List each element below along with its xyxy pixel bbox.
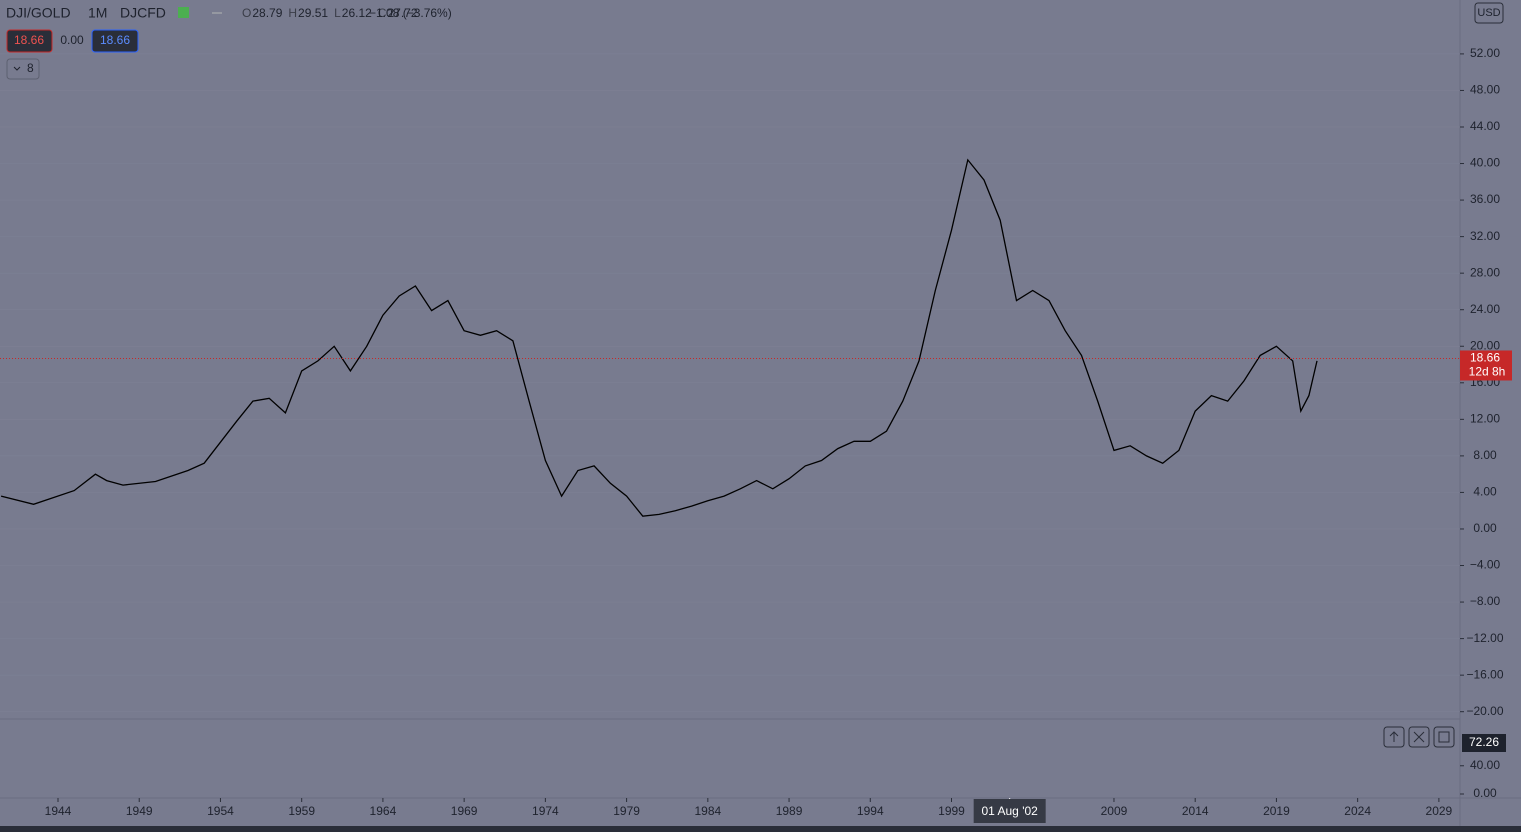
y-tick-label: 32.00: [1470, 229, 1500, 243]
x-tick-label: 1979: [613, 804, 640, 818]
ohlc-key: H: [288, 6, 297, 20]
x-tick-label: 2024: [1344, 804, 1371, 818]
y-tick-label: 4.00: [1473, 485, 1497, 499]
x-tick-label: 1969: [451, 804, 478, 818]
y-tick-label: 12.00: [1470, 412, 1500, 426]
countdown: 12d 8h: [1469, 365, 1506, 379]
ohlc: O 28.79 H 29.51 L 26.12 C 27.72: [242, 6, 418, 20]
indicators-toggle[interactable]: [6, 58, 40, 80]
x-tick-label: 1974: [532, 804, 559, 818]
x-tick-label: 2029: [1426, 804, 1453, 818]
y-tick-label: −16.00: [1466, 667, 1503, 681]
bid-box[interactable]: [6, 29, 53, 53]
y-tick-label: −8.00: [1470, 594, 1501, 608]
lower-last-label: 72.26: [1469, 735, 1499, 749]
price-line-series: [0, 158, 1318, 517]
ohlc-key: L: [334, 6, 341, 20]
y-tick-label: 36.00: [1470, 192, 1500, 206]
bid: 18.66: [14, 33, 44, 47]
symbol[interactable]: DJI/GOLD: [6, 5, 71, 21]
maximize-button[interactable]: [1433, 726, 1455, 748]
move-up-button[interactable]: [1383, 726, 1405, 748]
x-tick-label: 2009: [1101, 804, 1128, 818]
source: DJCFD: [120, 5, 166, 21]
y-tick-label: −20.00: [1466, 704, 1503, 718]
x-tick-label: 1999: [938, 804, 965, 818]
lower-y-tick-label: 40.00: [1470, 758, 1500, 772]
y-tick-label: 48.00: [1470, 83, 1500, 97]
icon: [1389, 731, 1399, 742]
flag[interactable]: [178, 7, 189, 18]
y-tick-label: 24.00: [1470, 302, 1500, 316]
y-tick-label: 0.00: [1473, 521, 1497, 535]
ohlc-value: 27.72: [387, 6, 417, 20]
x-tick-label: 1959: [288, 804, 315, 818]
y-tick-label: 52.00: [1470, 46, 1500, 60]
spread: 0.00: [60, 33, 84, 47]
change: −1.08 (−3.76%): [369, 6, 452, 20]
x-tick-label: 2014: [1182, 804, 1209, 818]
last-price-box: [1460, 350, 1512, 381]
ohlc-key: O: [242, 6, 251, 20]
close-button[interactable]: [1408, 726, 1430, 748]
y-tick-label: 20.00: [1470, 338, 1500, 352]
ohlc-value: 29.51: [298, 6, 328, 20]
ask-box[interactable]: [91, 29, 139, 53]
y-tick-label: −12.00: [1466, 631, 1503, 645]
x-tick-label: 1994: [857, 804, 884, 818]
ohlc-value: 26.12: [342, 6, 372, 20]
x-tick-label: 2019: [1263, 804, 1290, 818]
y-tick-label: 28.00: [1470, 265, 1500, 279]
y-tick-label: 44.00: [1470, 119, 1500, 133]
icon: [1438, 731, 1450, 743]
currency: USD: [1477, 7, 1500, 19]
x-tick-label: 1984: [694, 804, 721, 818]
x-tick-label: 1949: [126, 804, 153, 818]
lower-y-tick-label: 0.00: [1473, 786, 1497, 800]
y-tick-label: 8.00: [1473, 448, 1497, 462]
y-tick-label: −4.00: [1470, 558, 1501, 572]
last-price-label: 18.66: [1470, 351, 1500, 365]
x-tick-label: 1989: [776, 804, 803, 818]
pane-buttons: [1383, 726, 1455, 748]
y-tick-label: 40.00: [1470, 156, 1500, 170]
currency-box[interactable]: [1474, 2, 1504, 24]
icon: [1413, 731, 1425, 743]
ohlc-key: C: [378, 6, 387, 20]
ask: 18.66: [100, 33, 130, 47]
chevron: [13, 66, 21, 71]
x-tick-label: 1944: [45, 804, 72, 818]
ohlc-value: 28.79: [252, 6, 282, 20]
x-tick-label: 1954: [207, 804, 234, 818]
crosshair-label: 01 Aug '02: [981, 804, 1038, 818]
crosshair-box: [973, 799, 1046, 823]
indicators-count: 8: [27, 61, 34, 75]
lower-last-box: [1462, 733, 1506, 752]
interval[interactable]: 1M: [88, 5, 107, 21]
x-tick-label: 1964: [370, 804, 397, 818]
